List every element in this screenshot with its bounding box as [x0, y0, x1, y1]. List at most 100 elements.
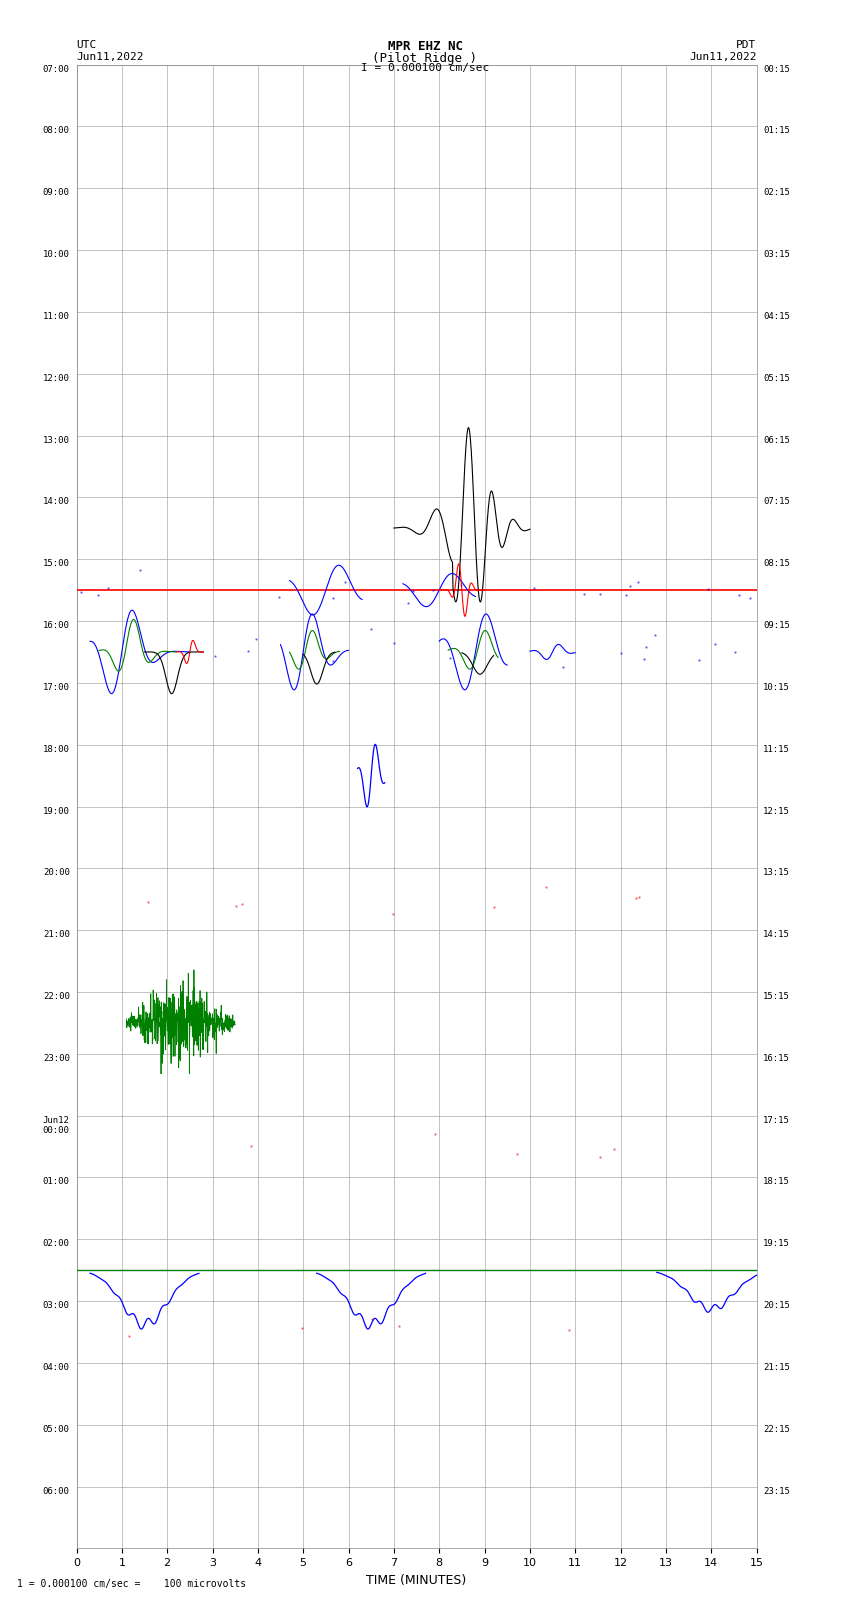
Point: [629, 886, 643, 911]
Text: 22:15: 22:15: [763, 1424, 791, 1434]
Text: 12:15: 12:15: [763, 806, 791, 816]
Point: [615, 640, 628, 666]
Point: [427, 577, 440, 603]
Text: 05:15: 05:15: [763, 374, 791, 382]
Text: 01:15: 01:15: [763, 126, 791, 135]
Point: [593, 1144, 607, 1169]
Text: 23:00: 23:00: [42, 1053, 70, 1063]
Text: 10:00: 10:00: [42, 250, 70, 260]
Text: 01:00: 01:00: [42, 1177, 70, 1187]
Point: [244, 1134, 258, 1160]
Point: [364, 616, 377, 642]
Text: 07:00: 07:00: [42, 65, 70, 74]
Text: 19:00: 19:00: [42, 806, 70, 816]
Text: 09:15: 09:15: [763, 621, 791, 631]
Point: [405, 577, 419, 603]
Text: 14:15: 14:15: [763, 931, 791, 939]
Text: 14:00: 14:00: [42, 497, 70, 506]
Text: 02:00: 02:00: [42, 1239, 70, 1248]
Point: [639, 634, 653, 660]
Text: 13:00: 13:00: [42, 436, 70, 445]
Point: [744, 586, 757, 611]
Point: [133, 556, 147, 582]
Text: 21:15: 21:15: [763, 1363, 791, 1373]
Point: [141, 889, 155, 915]
Point: [511, 1140, 524, 1166]
Text: 13:15: 13:15: [763, 868, 791, 877]
Point: [631, 569, 644, 595]
Point: [101, 574, 115, 600]
Point: [562, 1318, 575, 1344]
Text: I = 0.000100 cm/sec: I = 0.000100 cm/sec: [361, 63, 489, 73]
Text: 10:15: 10:15: [763, 682, 791, 692]
Text: 02:15: 02:15: [763, 189, 791, 197]
Text: 16:00: 16:00: [42, 621, 70, 631]
Text: 22:00: 22:00: [42, 992, 70, 1002]
Text: 09:00: 09:00: [42, 189, 70, 197]
Text: UTC: UTC: [76, 40, 97, 50]
Point: [338, 569, 352, 595]
Point: [230, 894, 243, 919]
Text: 08:00: 08:00: [42, 126, 70, 135]
Point: [692, 647, 706, 673]
Point: [295, 1315, 309, 1340]
Point: [540, 874, 553, 900]
Point: [708, 631, 722, 656]
Text: 12:00: 12:00: [42, 374, 70, 382]
Text: 18:15: 18:15: [763, 1177, 791, 1187]
Text: 15:00: 15:00: [42, 560, 70, 568]
Text: 03:00: 03:00: [42, 1302, 70, 1310]
Point: [454, 571, 468, 597]
Point: [623, 574, 637, 600]
Point: [428, 1121, 441, 1147]
Point: [732, 582, 745, 608]
Text: 20:00: 20:00: [42, 868, 70, 877]
Text: PDT: PDT: [736, 40, 756, 50]
Point: [487, 894, 501, 919]
Point: [619, 582, 632, 608]
Text: Jun11,2022: Jun11,2022: [689, 52, 756, 61]
Text: 15:15: 15:15: [763, 992, 791, 1002]
Point: [393, 1313, 406, 1339]
Text: 03:15: 03:15: [763, 250, 791, 260]
Text: Jun11,2022: Jun11,2022: [76, 52, 144, 61]
Point: [241, 637, 255, 663]
Point: [387, 631, 400, 656]
Point: [632, 884, 646, 910]
Point: [607, 1136, 620, 1161]
Point: [527, 574, 541, 600]
Text: 11:00: 11:00: [42, 311, 70, 321]
Text: 19:15: 19:15: [763, 1239, 791, 1248]
Text: Jun12
00:00: Jun12 00:00: [42, 1116, 70, 1136]
Text: 00:15: 00:15: [763, 65, 791, 74]
Point: [249, 626, 263, 652]
Point: [122, 1323, 135, 1348]
Point: [401, 590, 415, 616]
Point: [272, 584, 286, 610]
Text: 17:15: 17:15: [763, 1116, 791, 1124]
Text: (Pilot Ridge ): (Pilot Ridge ): [372, 52, 478, 65]
Point: [557, 653, 570, 679]
Point: [74, 579, 88, 605]
Text: 23:15: 23:15: [763, 1487, 791, 1495]
Text: 21:00: 21:00: [42, 931, 70, 939]
Text: 18:00: 18:00: [42, 745, 70, 753]
Text: 04:00: 04:00: [42, 1363, 70, 1373]
Text: 06:15: 06:15: [763, 436, 791, 445]
Point: [91, 582, 105, 608]
Point: [386, 900, 400, 926]
Text: 06:00: 06:00: [42, 1487, 70, 1495]
Text: 16:15: 16:15: [763, 1053, 791, 1063]
Point: [638, 647, 651, 673]
Text: 1 = 0.000100 cm/sec =    100 microvolts: 1 = 0.000100 cm/sec = 100 microvolts: [17, 1579, 246, 1589]
Text: MPR EHZ NC: MPR EHZ NC: [388, 40, 462, 53]
Point: [728, 639, 742, 665]
Text: 07:15: 07:15: [763, 497, 791, 506]
Point: [208, 644, 222, 669]
X-axis label: TIME (MINUTES): TIME (MINUTES): [366, 1574, 467, 1587]
Text: 20:15: 20:15: [763, 1302, 791, 1310]
Point: [326, 648, 340, 674]
Point: [593, 581, 607, 606]
Point: [701, 576, 715, 602]
Text: 08:15: 08:15: [763, 560, 791, 568]
